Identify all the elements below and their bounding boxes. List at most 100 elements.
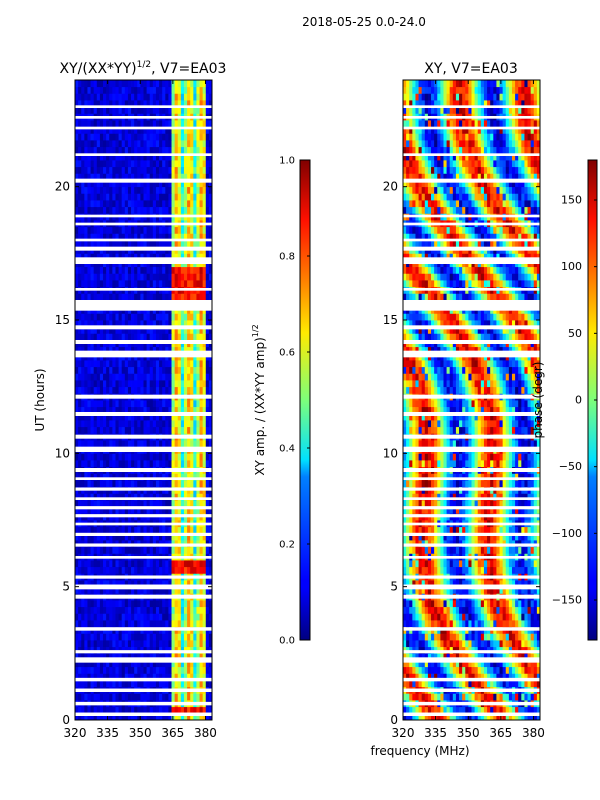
heatmap-cell: [434, 640, 438, 648]
heatmap-cell: [127, 386, 132, 394]
heatmap-cell: [87, 693, 91, 701]
heatmap-cell: [183, 100, 188, 108]
heatmap-cell: [168, 140, 172, 148]
heatmap-cell: [193, 126, 197, 134]
heatmap-cell: [168, 380, 172, 388]
heatmap-cell: [96, 500, 101, 508]
heatmap-cell: [131, 240, 135, 248]
heatmap-cell: [208, 480, 212, 488]
heatmap-cell: [190, 606, 194, 614]
heatmap-cell: [121, 440, 126, 448]
heatmap-cell: [112, 606, 116, 614]
heatmap-cell: [202, 506, 207, 514]
heatmap-cell: [487, 706, 491, 714]
heatmap-cell: [493, 666, 497, 674]
heatmap-cell: [193, 360, 197, 368]
heatmap-cell: [118, 406, 123, 414]
heatmap-cell: [190, 440, 194, 448]
heatmap-cell: [99, 133, 104, 141]
heatmap-cell: [440, 713, 444, 720]
heatmap-cell: [124, 460, 129, 468]
phase-title: XY, V7=EA03: [424, 61, 518, 77]
colorbar-tick-label: 0.2: [279, 540, 295, 551]
heatmap-cell: [78, 293, 82, 301]
heatmap-cell: [165, 366, 169, 374]
heatmap-cell: [205, 406, 210, 414]
heatmap-cell: [118, 460, 123, 468]
heatmap-cell: [152, 406, 157, 414]
heatmap-cell: [159, 706, 163, 714]
heatmap-cell: [171, 273, 176, 281]
heatmap-cell: [134, 280, 138, 288]
heatmap-cell: [196, 660, 200, 668]
heatmap-cell: [527, 653, 532, 661]
heatmap-cell: [131, 193, 135, 201]
heatmap-cell: [205, 606, 210, 614]
heatmap-cell: [75, 413, 79, 421]
heatmap-cell: [502, 706, 507, 714]
heatmap-cell: [434, 706, 438, 714]
heatmap-cell: [87, 493, 91, 501]
heatmap-cell: [183, 173, 188, 181]
heatmap-cell: [165, 620, 169, 628]
heatmap-cell: [140, 233, 144, 241]
heatmap-cell: [106, 280, 110, 288]
heatmap-cell: [403, 633, 407, 641]
heatmap-cell: [106, 126, 110, 134]
heatmap-cell: [190, 126, 194, 134]
heatmap-cell: [112, 146, 116, 154]
heatmap-cell: [127, 693, 132, 701]
heatmap-cell: [536, 666, 540, 674]
heatmap-cell: [427, 660, 432, 668]
heatmap-cell: [174, 440, 179, 448]
heatmap-cell: [205, 460, 210, 468]
heatmap-cell: [99, 473, 104, 481]
heatmap-cell: [452, 620, 457, 628]
heatmap-cell: [418, 666, 423, 674]
heatmap-cell: [168, 146, 172, 154]
heatmap-cell: [124, 86, 129, 94]
heatmap-cell: [93, 280, 98, 288]
heatmap-cell: [93, 146, 98, 154]
heatmap-cell: [134, 333, 138, 341]
heatmap-cell: [87, 106, 91, 114]
heatmap-cell: [180, 386, 185, 394]
heatmap-cell: [465, 666, 469, 674]
heatmap-cell: [96, 133, 101, 141]
heatmap-cell: [190, 673, 194, 681]
heatmap-cell: [536, 673, 540, 681]
heatmap-cell: [121, 80, 126, 88]
heatmap-cell: [140, 566, 144, 574]
heatmap-cell: [196, 713, 200, 720]
heatmap-cell: [193, 546, 197, 554]
heatmap-cell: [81, 346, 85, 354]
heatmap-cell: [127, 106, 132, 114]
heatmap-cell: [174, 226, 179, 234]
heatmap-cell: [171, 146, 176, 154]
heatmap-cell: [124, 546, 129, 554]
heatmap-cell: [168, 413, 172, 421]
heatmap-cell: [118, 180, 123, 188]
heatmap-cell: [152, 420, 157, 428]
heatmap-cell: [187, 613, 191, 621]
heatmap-cell: [193, 373, 197, 381]
heatmap-cell: [152, 680, 157, 688]
heatmap-cell: [440, 673, 444, 681]
heatmap-cell: [183, 620, 188, 628]
heatmap-cell: [109, 320, 113, 328]
heatmap-cell: [205, 500, 210, 508]
heatmap-cell: [75, 100, 79, 108]
heatmap-cell: [112, 93, 116, 101]
heatmap-cell: [168, 280, 172, 288]
heatmap-cell: [109, 680, 113, 688]
heatmap-cell: [527, 660, 532, 668]
heatmap-cell: [112, 313, 116, 321]
heatmap-cell: [84, 173, 88, 181]
heatmap-cell: [171, 93, 176, 101]
heatmap-cell: [477, 693, 482, 701]
heatmap-cell: [127, 173, 132, 181]
heatmap-cell: [90, 406, 95, 414]
heatmap-cell: [168, 93, 172, 101]
heatmap-cell: [183, 546, 188, 554]
heatmap-cell: [171, 186, 176, 194]
